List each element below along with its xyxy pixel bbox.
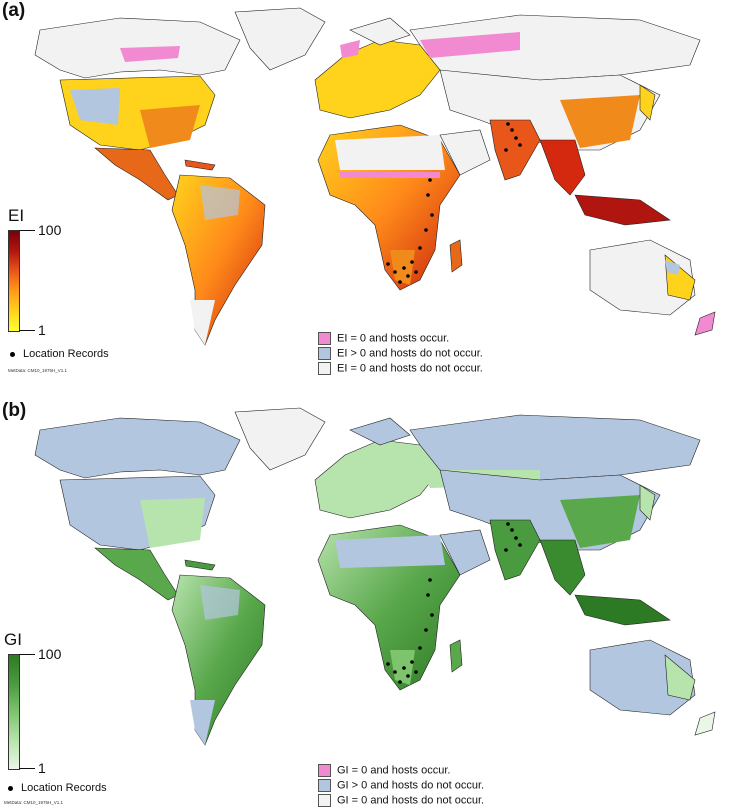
location-records-dots-b: [386, 522, 522, 684]
dot-icon: [8, 785, 13, 791]
gi-scale-max: 100: [38, 646, 62, 662]
india: [489, 119, 541, 181]
location-records-legend-a: Location Records: [10, 348, 109, 360]
swatch-blue: [318, 779, 331, 792]
panel-b: (b) GI 100 1 Location Records MetData: C…: [0, 400, 738, 810]
panel-label-a: (a): [2, 0, 26, 21]
ei-scale-min: 1: [38, 322, 46, 338]
legend-item: EI > 0 and hosts do not occur.: [318, 347, 483, 362]
greenland: [234, 7, 326, 71]
gi-legend: GI = 0 and hosts occur. GI > 0 and hosts…: [318, 764, 484, 809]
ei-legend: EI = 0 and hosts occur. EI > 0 and hosts…: [318, 332, 483, 377]
panel-label-b: (b): [2, 400, 27, 421]
dot-icon: [10, 351, 15, 357]
panel-a: (a) EI 100 1 Location Records MetData: C…: [0, 0, 738, 390]
mexico: [94, 147, 179, 201]
gi-scale-min: 1: [38, 760, 46, 776]
swatch-pink: [318, 764, 331, 777]
swatch-white: [318, 794, 331, 807]
world-map-gi: [34, 407, 716, 746]
legend-item: GI = 0 and hosts occur.: [318, 764, 484, 779]
legend-item: EI = 0 and hosts occur.: [318, 332, 483, 347]
europe: [314, 39, 441, 119]
swatch-blue: [318, 347, 331, 360]
location-records-legend-b: Location Records: [8, 782, 107, 794]
metdata-a: MetData: CM10_1975H_V1.1: [8, 368, 68, 373]
gi-scale-title: GI: [4, 630, 22, 649]
ei-color-scale: [8, 230, 20, 332]
legend-item: GI = 0 and hosts do not occur.: [318, 794, 484, 809]
world-map-ei: [34, 7, 716, 346]
ei-scale-max: 100: [38, 222, 62, 238]
ei-scale-title: EI: [8, 206, 25, 225]
legend-item: EI = 0 and hosts do not occur.: [318, 362, 483, 377]
gi-color-scale: [8, 654, 20, 770]
swatch-pink: [318, 332, 331, 345]
legend-item: GI > 0 and hosts do not occur.: [318, 779, 484, 794]
location-records-dots-a: [386, 122, 522, 284]
swatch-white: [318, 362, 331, 375]
metdata-b: MetData: CM10_1975H_V1.1: [4, 800, 64, 805]
